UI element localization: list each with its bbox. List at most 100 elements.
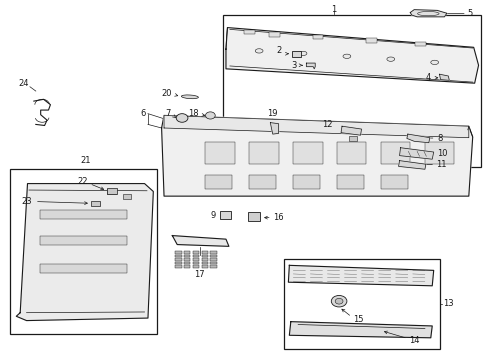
Bar (40, 211, 127, 220)
Polygon shape (289, 321, 431, 338)
Bar (175, 255, 181, 257)
Polygon shape (398, 161, 425, 169)
Text: 11: 11 (435, 160, 446, 169)
Bar (292, 50, 301, 57)
Text: 14: 14 (408, 336, 419, 345)
Bar (107, 188, 117, 194)
Text: 15: 15 (353, 315, 363, 324)
Bar (175, 262, 181, 264)
Bar (175, 251, 181, 253)
Bar (312, 35, 323, 39)
Text: 3: 3 (291, 62, 296, 71)
Bar (205, 142, 234, 163)
Text: 24: 24 (19, 80, 29, 89)
Text: 7: 7 (165, 109, 170, 118)
Text: 22: 22 (77, 176, 87, 185)
Text: 23: 23 (22, 197, 32, 206)
Bar (183, 265, 190, 268)
Bar (192, 255, 199, 257)
Bar (244, 30, 255, 35)
Polygon shape (399, 148, 433, 159)
Text: 21: 21 (81, 156, 91, 165)
Ellipse shape (430, 60, 438, 64)
Polygon shape (270, 123, 278, 134)
Bar (210, 262, 216, 264)
Text: 9: 9 (210, 211, 216, 220)
Bar (210, 265, 216, 268)
Bar (210, 258, 216, 261)
Text: 19: 19 (267, 109, 278, 118)
Bar (293, 175, 320, 189)
Polygon shape (306, 63, 315, 69)
Polygon shape (439, 74, 448, 80)
Bar (380, 142, 409, 163)
Bar (201, 258, 207, 261)
Bar (249, 142, 278, 163)
Bar (283, 259, 439, 348)
Polygon shape (172, 235, 228, 246)
Bar (205, 175, 232, 189)
Polygon shape (163, 116, 468, 138)
Bar (201, 265, 207, 268)
Bar (201, 255, 207, 257)
Bar (192, 265, 199, 268)
Bar (183, 258, 190, 261)
Bar (201, 251, 207, 253)
Ellipse shape (255, 49, 263, 53)
Bar (248, 212, 260, 221)
Text: 16: 16 (272, 213, 283, 222)
Polygon shape (340, 126, 361, 135)
Bar (220, 211, 230, 219)
Bar (336, 142, 366, 163)
Bar (91, 201, 100, 206)
Bar (210, 255, 216, 257)
Polygon shape (406, 134, 429, 143)
Text: 17: 17 (194, 270, 204, 279)
Bar (183, 255, 190, 257)
Bar (183, 251, 190, 253)
Circle shape (176, 114, 187, 122)
Bar (107, 189, 116, 194)
Polygon shape (161, 116, 472, 196)
Bar (366, 39, 376, 42)
Text: 8: 8 (436, 134, 442, 143)
Text: 1: 1 (330, 5, 336, 14)
Text: 6: 6 (141, 109, 146, 118)
Bar (175, 265, 181, 268)
Bar (40, 235, 127, 244)
Polygon shape (409, 10, 446, 17)
Bar (348, 135, 356, 141)
Bar (424, 142, 453, 163)
Bar (293, 142, 322, 163)
Bar (40, 264, 127, 273)
Ellipse shape (342, 54, 350, 58)
Bar (183, 262, 190, 264)
Ellipse shape (181, 95, 198, 99)
Polygon shape (288, 265, 433, 286)
Text: 20: 20 (162, 89, 172, 98)
Bar (201, 262, 207, 264)
Bar (192, 251, 199, 253)
Bar (10, 169, 157, 334)
Bar (380, 175, 407, 189)
Ellipse shape (386, 57, 394, 61)
Bar (268, 32, 279, 37)
Bar (249, 175, 276, 189)
Circle shape (334, 298, 342, 304)
Text: 12: 12 (321, 120, 331, 129)
Bar (175, 258, 181, 261)
Ellipse shape (299, 51, 306, 55)
Bar (192, 262, 199, 264)
Bar (222, 15, 480, 167)
Text: 10: 10 (436, 149, 447, 158)
Text: 5: 5 (467, 9, 472, 18)
Text: 18: 18 (188, 109, 198, 118)
Text: 2: 2 (276, 46, 282, 55)
Bar (192, 258, 199, 261)
Bar (210, 251, 216, 253)
Circle shape (330, 296, 346, 307)
Circle shape (205, 112, 215, 119)
Polygon shape (225, 28, 478, 83)
Bar (414, 41, 425, 46)
Polygon shape (16, 184, 153, 320)
